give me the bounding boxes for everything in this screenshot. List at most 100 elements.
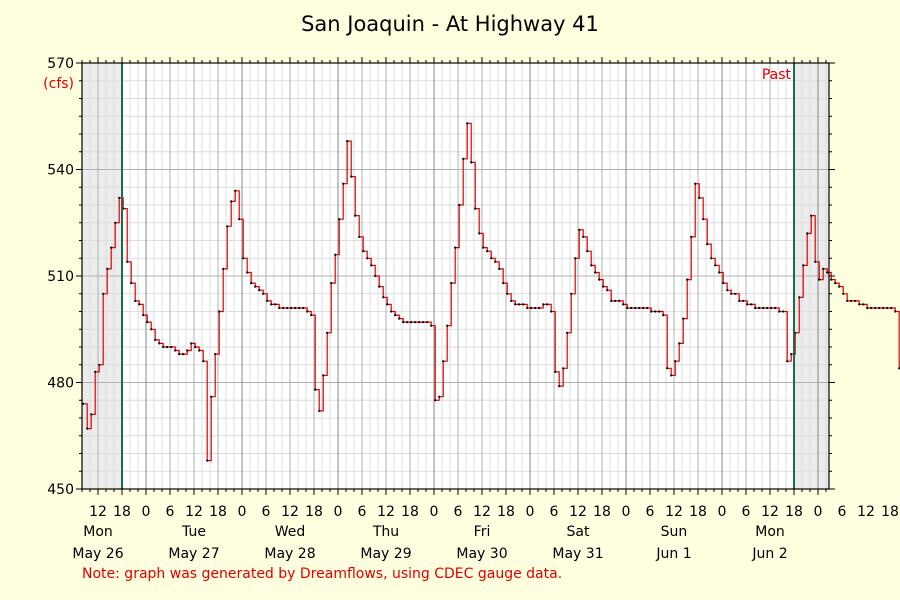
data-point bbox=[630, 306, 633, 310]
data-point bbox=[758, 306, 761, 310]
data-point bbox=[666, 367, 669, 370]
data-point bbox=[590, 264, 593, 267]
data-point bbox=[194, 345, 197, 349]
x-hour-label: 0 bbox=[718, 504, 727, 520]
data-point bbox=[174, 349, 177, 352]
data-point bbox=[822, 267, 825, 270]
data-point bbox=[142, 314, 145, 317]
x-day-label: Mon bbox=[755, 524, 785, 540]
data-point bbox=[578, 228, 581, 231]
data-point bbox=[450, 282, 453, 285]
x-hour-label: 12 bbox=[761, 504, 779, 520]
data-point bbox=[82, 402, 85, 405]
data-point bbox=[246, 271, 249, 274]
data-point bbox=[378, 285, 381, 288]
data-point bbox=[750, 303, 753, 306]
x-hour-label: 0 bbox=[238, 504, 247, 520]
data-point bbox=[110, 246, 113, 249]
data-point bbox=[574, 257, 577, 260]
data-point bbox=[222, 267, 225, 270]
x-hour-label: 6 bbox=[358, 504, 367, 520]
data-point bbox=[550, 310, 553, 313]
data-point bbox=[874, 306, 877, 310]
data-point bbox=[266, 299, 269, 302]
x-hour-label: 18 bbox=[689, 504, 707, 520]
x-hour-label: 18 bbox=[113, 504, 131, 520]
x-day-label: Tue bbox=[181, 524, 206, 540]
data-point bbox=[842, 292, 845, 295]
data-point bbox=[514, 303, 517, 306]
data-point bbox=[238, 218, 241, 221]
data-point bbox=[126, 260, 129, 263]
x-date-label: May 29 bbox=[360, 546, 411, 562]
data-point bbox=[586, 250, 589, 253]
source-note: Note: graph was generated by Dreamflows,… bbox=[82, 566, 563, 582]
data-point bbox=[386, 303, 389, 306]
data-point bbox=[130, 282, 133, 285]
data-point bbox=[230, 200, 233, 203]
data-point bbox=[810, 214, 813, 217]
data-point bbox=[762, 306, 765, 310]
data-point bbox=[594, 271, 597, 274]
data-point bbox=[706, 243, 709, 246]
data-point bbox=[366, 257, 369, 260]
data-point bbox=[610, 299, 613, 302]
data-point bbox=[790, 353, 793, 356]
y-tick-label: 570 bbox=[47, 56, 74, 72]
data-point bbox=[350, 175, 353, 178]
y-tick-label: 540 bbox=[47, 163, 74, 179]
data-point bbox=[678, 342, 681, 345]
data-point bbox=[306, 310, 309, 313]
data-point bbox=[118, 196, 121, 199]
data-point bbox=[326, 331, 329, 334]
x-hour-label: 12 bbox=[857, 504, 875, 520]
x-hour-label: 12 bbox=[473, 504, 491, 520]
data-point bbox=[698, 196, 701, 199]
data-point bbox=[202, 360, 205, 363]
data-point bbox=[210, 395, 213, 398]
data-point bbox=[314, 388, 317, 391]
data-point bbox=[274, 303, 277, 306]
data-point bbox=[178, 353, 181, 356]
data-point bbox=[754, 306, 757, 310]
data-point bbox=[530, 306, 533, 310]
x-hour-label: 0 bbox=[334, 504, 343, 520]
data-point bbox=[294, 306, 297, 310]
data-point bbox=[278, 306, 281, 310]
data-point bbox=[738, 299, 741, 302]
data-point bbox=[826, 271, 829, 274]
data-point bbox=[686, 278, 689, 281]
chart-title: San Joaquin - At Highway 41 bbox=[301, 12, 599, 36]
data-point bbox=[854, 299, 857, 302]
x-hour-label: 18 bbox=[785, 504, 803, 520]
data-point bbox=[198, 349, 201, 352]
data-point bbox=[338, 218, 341, 221]
data-point bbox=[894, 310, 897, 313]
data-point bbox=[150, 328, 153, 331]
data-point bbox=[94, 370, 97, 373]
data-point bbox=[438, 395, 441, 398]
data-point bbox=[410, 321, 413, 324]
data-point bbox=[502, 282, 505, 285]
data-point bbox=[166, 345, 169, 349]
data-point bbox=[598, 278, 601, 281]
data-point bbox=[798, 296, 801, 299]
x-date-label: May 30 bbox=[456, 546, 507, 562]
x-day-label: Mon bbox=[83, 524, 113, 540]
x-hour-label: 18 bbox=[593, 504, 611, 520]
data-point bbox=[394, 314, 397, 317]
data-point bbox=[606, 289, 609, 292]
data-point bbox=[138, 303, 141, 306]
data-point bbox=[374, 274, 377, 278]
data-point bbox=[330, 282, 333, 285]
x-hour-label: 6 bbox=[742, 504, 751, 520]
data-point bbox=[158, 342, 161, 345]
data-point bbox=[370, 264, 373, 267]
data-point bbox=[714, 264, 717, 267]
data-point bbox=[670, 374, 673, 377]
data-point bbox=[466, 122, 469, 125]
x-day-label: Fri bbox=[474, 524, 491, 540]
data-point bbox=[146, 321, 149, 324]
data-point bbox=[534, 306, 537, 310]
x-date-label: May 26 bbox=[72, 546, 123, 562]
